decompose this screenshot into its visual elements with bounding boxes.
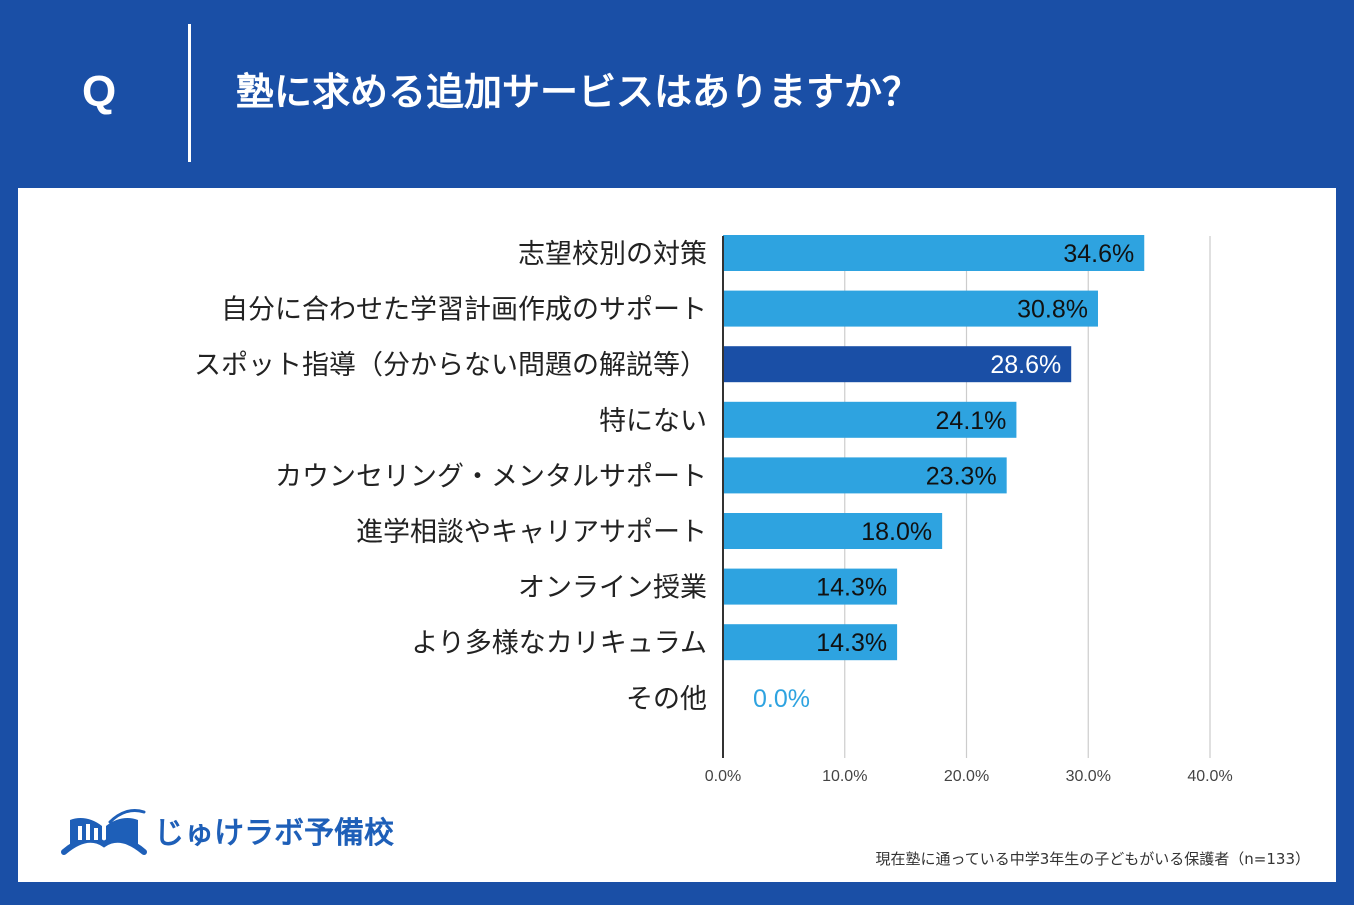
category-label: オンライン授業 bbox=[518, 573, 707, 604]
value-label: 18.0% bbox=[861, 518, 932, 546]
value-label: 0.0% bbox=[753, 685, 810, 713]
category-label: 自分に合わせた学習計画作成のサポート bbox=[221, 295, 707, 326]
value-label: 14.3% bbox=[816, 574, 887, 602]
bar bbox=[723, 513, 943, 549]
bar bbox=[723, 346, 1072, 383]
bar bbox=[723, 568, 898, 605]
bar bbox=[723, 401, 1017, 438]
category-label: その他 bbox=[626, 684, 707, 715]
footnote: 現在塾に通っている中学3年生の子どもがいる保護者（n=133） bbox=[875, 850, 1310, 868]
category-label: 特にない bbox=[599, 406, 707, 437]
category-label: スポット指導（分からない問題の解説等） bbox=[194, 350, 707, 381]
bar bbox=[723, 457, 1007, 494]
logo-text: じゅけラボ予備校 bbox=[154, 816, 394, 851]
category-label: 志望校別の対策 bbox=[518, 239, 707, 270]
book-logo-icon bbox=[61, 808, 147, 855]
value-label: 28.6% bbox=[990, 351, 1061, 379]
bar-chart: 0.0% 10.0% 20.0% 30.0% 40.0% 志望校別の対策 34.6% 自分に合… bbox=[194, 235, 1233, 785]
header-divider bbox=[188, 24, 191, 162]
logo: じゅけラボ予備校 bbox=[58, 806, 394, 862]
value-label: 23.3% bbox=[926, 462, 997, 490]
x-tick-label: 40.0% bbox=[1187, 768, 1232, 785]
category-label: より多様なカリキュラム bbox=[411, 628, 707, 659]
x-tick-label: 20.0% bbox=[944, 768, 989, 785]
category-label: カウンセリング・メンタルサポート bbox=[275, 461, 707, 492]
bar bbox=[723, 235, 1145, 271]
q-mark: Q bbox=[82, 67, 117, 116]
question-title: 塾に求める追加サービスはありますか？ bbox=[236, 70, 921, 114]
bar bbox=[723, 624, 898, 661]
x-tick-label: 30.0% bbox=[1066, 768, 1111, 785]
value-label: 30.8% bbox=[1017, 296, 1088, 324]
x-tick-label: 10.0% bbox=[822, 768, 867, 785]
bar bbox=[723, 290, 1098, 327]
value-label: 14.3% bbox=[816, 629, 887, 657]
category-label: 進学相談やキャリアサポート bbox=[356, 517, 707, 548]
value-label: 24.1% bbox=[936, 407, 1007, 435]
x-tick-label: 0.0% bbox=[705, 768, 741, 785]
value-label: 34.6% bbox=[1063, 240, 1134, 268]
header: Q 塾に求める追加サービスはありますか？ bbox=[0, 0, 1354, 186]
chart-panel: 0.0% 10.0% 20.0% 30.0% 40.0% 志望校別の対策 34.6% 自分に合… bbox=[18, 188, 1336, 882]
